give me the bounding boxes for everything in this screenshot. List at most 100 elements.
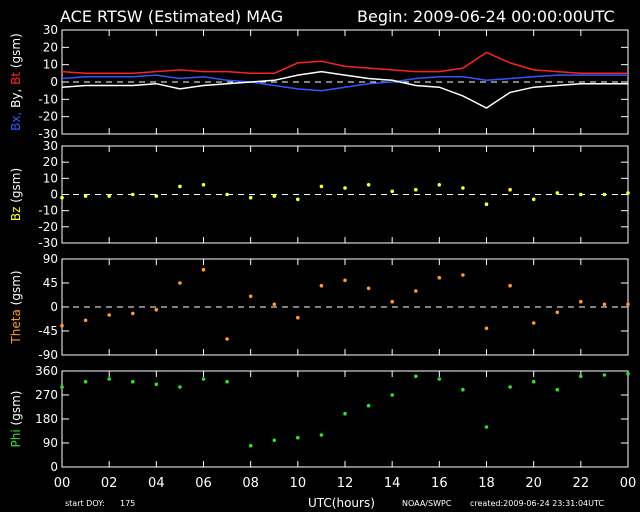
phi-point-phi [414,374,418,379]
bz-point-bz [296,197,300,202]
bz-point-bz [484,202,489,206]
phi-point-phi [272,438,277,443]
theta-point-theta [508,283,512,288]
x-tick-label: 00 [620,476,637,491]
x-tick-label: 14 [384,476,401,491]
phi-point-phi [107,377,111,381]
bz-point-bz [60,195,64,200]
bz-point-bz [626,191,630,195]
bz-point-bz [178,184,182,189]
x-tick-label: 22 [573,476,590,491]
mag-y-axis-label-part: Bt [9,72,23,89]
phi-frame [61,370,629,468]
theta-point-theta [390,299,395,304]
plot-title: ACE RTSW (Estimated) MAG [60,7,283,26]
theta-point-theta [366,286,371,291]
phi-point-phi [296,435,300,440]
bz-point-bz [225,192,229,197]
phi-point-phi [508,385,512,389]
phi-point-phi [83,379,88,384]
bz-point-bz [272,194,277,198]
mag-ytick-label: 20 [43,40,58,54]
phi-point-phi [60,385,64,389]
x-tick-label: 10 [290,476,307,491]
x-tick-label: 20 [525,476,542,491]
bz-ytick-label: 0 [50,188,58,202]
phi-point-phi [626,371,630,376]
mag-y-axis-label-part: (gsm) [9,33,23,72]
theta-ytick-label: 0 [50,300,58,314]
x-tick-label: 12 [337,476,354,491]
theta-point-theta [414,289,418,293]
theta-point-theta [579,299,583,304]
theta-point-theta [484,326,489,331]
phi-ytick-label: 90 [43,436,58,450]
mag-ytick-label: 30 [43,23,58,37]
phi-point-phi [319,433,324,437]
theta-y-axis-label-part: Theta [9,309,23,344]
phi-point-phi [154,382,159,387]
bz-ytick-label: 10 [43,171,58,185]
theta-y-axis-label-part: (gsm) [9,270,23,309]
bz-ytick-label: -10 [38,204,58,218]
bz-point-bz [390,189,395,194]
bz-y-axis-label: Bz (gsm) [9,168,23,221]
phi-point-phi [366,403,371,408]
phi-y-axis-label-part: (gsm) [9,391,23,430]
phi-ytick-label: 360 [35,364,58,378]
phi-point-phi [437,377,442,381]
phi-y-axis-label-part: Phi [9,429,23,447]
x-axis-label: UTC(hours) [308,496,375,510]
mag-ytick-label: 0 [50,75,58,89]
phi-y-axis-label: Phi (gsm) [9,391,23,448]
bz-point-bz [366,183,371,187]
phi-point-phi [178,385,182,389]
theta-point-theta [83,318,88,323]
mag-series-bt [61,51,628,75]
bz-point-bz [201,183,206,187]
mag-series-bx [61,74,628,92]
theta-point-theta [555,310,560,315]
phi-point-phi [531,379,536,384]
theta-point-theta [626,302,630,307]
theta-point-theta [225,337,229,341]
phi-point-phi [201,377,206,381]
mag-ytick-label: -10 [38,92,58,106]
x-tick-label: 18 [478,476,495,491]
x-tick-label: 08 [242,476,259,491]
bz-point-bz [131,192,135,197]
mag-frame [61,29,629,135]
phi-point-phi [461,387,465,392]
theta-y-axis-label: Theta (gsm) [9,270,23,344]
phi-point-phi [484,425,489,429]
theta-point-theta [178,281,182,285]
bz-point-bz [83,194,88,198]
bz-point-bz [154,194,159,198]
theta-point-theta [272,302,277,307]
phi-point-phi [579,374,583,379]
mag-ytick-label: -30 [38,127,58,141]
theta-point-theta [60,323,64,328]
phi-point-phi [602,373,607,377]
source-label: NOAA/SWPC [402,499,452,508]
theta-ytick-label: -90 [38,348,58,362]
doy-label: start DOY: [65,499,105,508]
theta-point-theta [154,307,159,312]
mag-ytick-label: -20 [38,110,58,124]
theta-ytick-label: -45 [38,324,58,338]
phi-point-phi [225,379,229,384]
x-tick-label: 06 [195,476,212,491]
phi-point-phi [248,443,253,448]
mag-ytick-label: 10 [43,58,58,72]
bz-ytick-label: 20 [43,155,58,169]
phi-point-phi [555,387,560,392]
bz-point-bz [437,183,442,187]
x-tick-label: 00 [54,476,71,491]
theta-point-theta [201,267,206,272]
theta-point-theta [131,311,135,316]
bz-point-bz [107,194,111,198]
mag-y-axis-label: Bx, By, Bt (gsm) [9,33,23,131]
bz-frame [61,145,629,244]
